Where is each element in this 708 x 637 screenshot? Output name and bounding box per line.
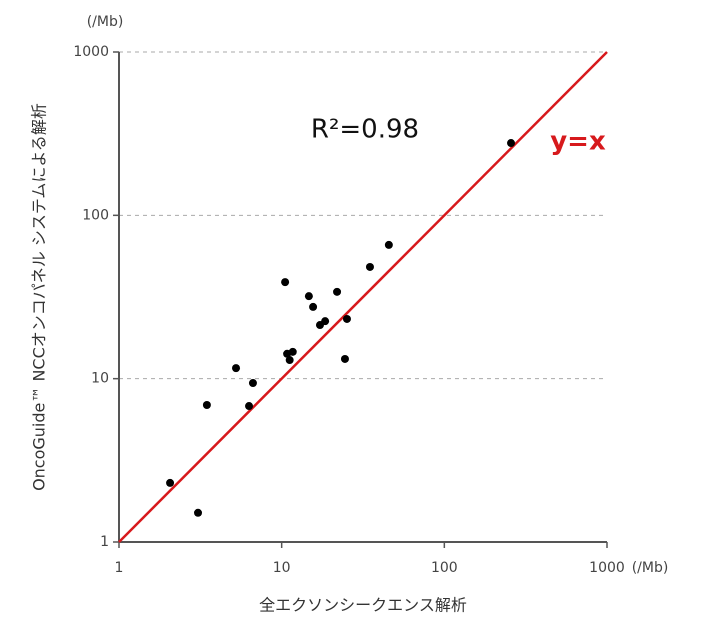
- point: [342, 314, 351, 323]
- reference-label: y=x: [550, 127, 606, 157]
- point: [194, 508, 203, 517]
- point: [232, 364, 241, 373]
- point: [281, 278, 290, 287]
- point: [340, 354, 349, 363]
- point: [245, 402, 254, 411]
- point: [304, 292, 313, 301]
- reference-line: [118, 51, 608, 543]
- point: [285, 356, 294, 365]
- x-tick-label: 1: [115, 560, 124, 576]
- x-tick-label: 100: [431, 560, 458, 576]
- annotation: R²=0.98: [311, 115, 419, 145]
- point: [365, 262, 374, 271]
- point: [333, 287, 342, 296]
- point: [321, 317, 330, 326]
- x-tick-label: 1000: [589, 560, 625, 576]
- point: [288, 347, 297, 356]
- point: [309, 302, 318, 311]
- y-axis-label: OncoGuide™ NCCオンコパネル システムによる解析: [30, 103, 49, 491]
- x-tick-label: 10: [273, 560, 291, 576]
- y-tick-label: 1000: [73, 44, 109, 60]
- point: [384, 240, 393, 249]
- y-tick-label: 1: [100, 534, 109, 550]
- x-unit: (/Mb): [632, 560, 669, 576]
- point: [202, 400, 211, 409]
- point: [507, 139, 516, 148]
- y-tick-label: 10: [91, 371, 109, 387]
- y-unit: (/Mb): [87, 14, 124, 30]
- x-axis-label: 全エクソンシークエンス解析: [259, 596, 467, 615]
- point: [166, 478, 175, 487]
- y-tick-label: 100: [82, 207, 109, 223]
- point: [248, 379, 257, 388]
